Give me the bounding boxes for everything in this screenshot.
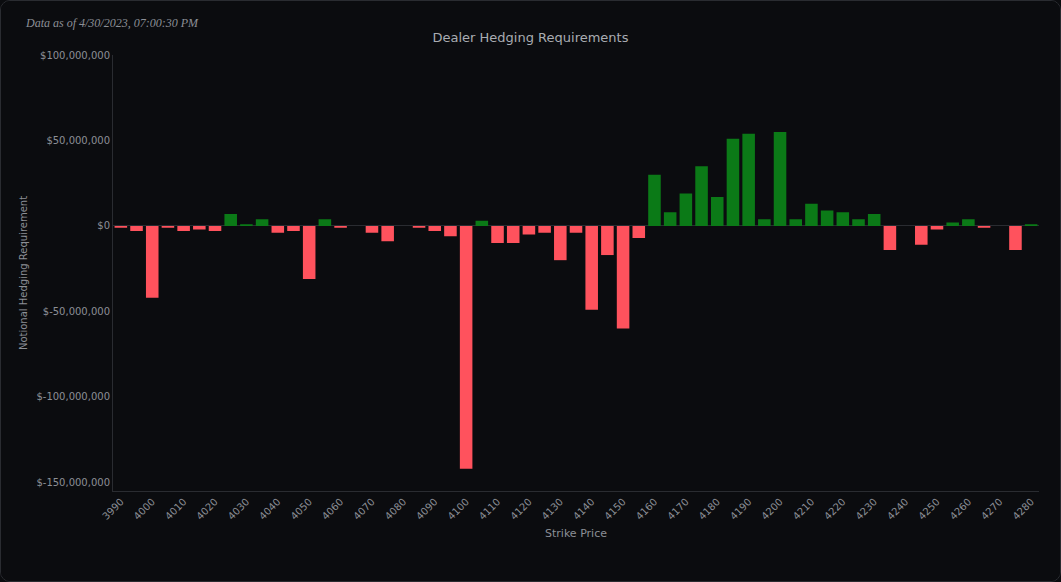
svg-text:$50,000,000: $50,000,000 — [46, 135, 110, 146]
svg-text:4260: 4260 — [948, 496, 974, 522]
svg-text:4100: 4100 — [445, 496, 471, 522]
svg-text:4000: 4000 — [131, 496, 157, 522]
svg-text:Strike Price: Strike Price — [545, 527, 607, 540]
svg-text:4120: 4120 — [508, 496, 534, 522]
svg-text:$-150,000,000: $-150,000,000 — [36, 477, 110, 488]
svg-text:4050: 4050 — [288, 496, 314, 522]
svg-text:4020: 4020 — [194, 496, 220, 522]
svg-text:$-100,000,000: $-100,000,000 — [36, 391, 110, 402]
svg-text:4200: 4200 — [759, 496, 785, 522]
svg-text:4190: 4190 — [728, 496, 754, 522]
svg-text:4180: 4180 — [696, 496, 722, 522]
svg-text:4270: 4270 — [979, 496, 1005, 522]
svg-text:4210: 4210 — [791, 496, 817, 522]
svg-text:$100,000,000: $100,000,000 — [40, 50, 110, 61]
svg-text:Dealer Hedging Requirements: Dealer Hedging Requirements — [433, 30, 629, 45]
svg-text:4060: 4060 — [320, 496, 346, 522]
svg-text:4150: 4150 — [602, 496, 628, 522]
svg-text:4030: 4030 — [226, 496, 252, 522]
svg-text:4240: 4240 — [885, 496, 911, 522]
svg-text:Data as of 4/30/2023, 07:00:30: Data as of 4/30/2023, 07:00:30 PM — [25, 16, 199, 30]
svg-text:4140: 4140 — [571, 496, 597, 522]
svg-text:4250: 4250 — [916, 496, 942, 522]
svg-text:4130: 4130 — [539, 496, 565, 522]
svg-text:Notional Hedging Requirement: Notional Hedging Requirement — [18, 196, 29, 350]
svg-text:4080: 4080 — [383, 496, 409, 522]
svg-text:4010: 4010 — [163, 496, 189, 522]
svg-text:$0: $0 — [97, 220, 110, 231]
svg-text:4070: 4070 — [351, 496, 377, 522]
svg-text:$-50,000,000: $-50,000,000 — [43, 306, 110, 317]
svg-text:4280: 4280 — [1010, 496, 1036, 522]
svg-text:4040: 4040 — [257, 496, 283, 522]
svg-text:4110: 4110 — [477, 496, 503, 522]
svg-text:3990: 3990 — [100, 496, 126, 522]
svg-text:4160: 4160 — [634, 496, 660, 522]
svg-text:4090: 4090 — [414, 496, 440, 522]
svg-text:4170: 4170 — [665, 496, 691, 522]
svg-text:4220: 4220 — [822, 496, 848, 522]
svg-text:4230: 4230 — [853, 496, 879, 522]
